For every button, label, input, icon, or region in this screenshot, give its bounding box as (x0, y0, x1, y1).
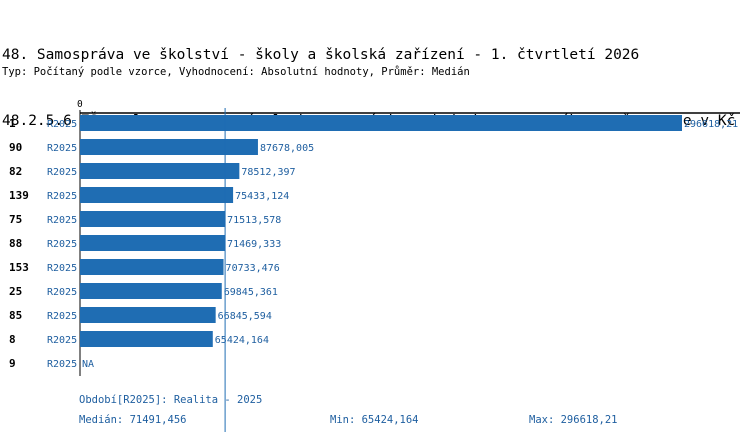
data-label: 71469,333 (227, 239, 281, 250)
series-label: R2025 (47, 335, 77, 346)
bar (80, 187, 234, 203)
category-label: 90 (9, 141, 22, 154)
category-label: 1 (9, 117, 16, 130)
series-label: R2025 (47, 191, 77, 202)
category-label: 139 (9, 189, 29, 202)
category-label: 88 (9, 237, 22, 250)
footer-period: Období[R2025]: Realita - 2025 (79, 394, 263, 406)
series-label: R2025 (47, 167, 77, 178)
category-label: 9 (9, 357, 16, 370)
series-label: R2025 (47, 263, 77, 274)
category-label: 25 (9, 285, 22, 298)
bar (80, 331, 213, 347)
data-label: 70733,476 (226, 263, 280, 274)
data-label: 71513,578 (227, 215, 281, 226)
bar (80, 211, 226, 227)
series-label: R2025 (47, 119, 77, 130)
bar (80, 139, 258, 155)
title-line-1: 48. Samospráva ve školství - školy a ško… (2, 47, 640, 63)
bar (80, 283, 222, 299)
chart-subtitle: Typ: Počítaný podle vzorce, Vyhodnocení:… (2, 66, 470, 78)
category-label: 85 (9, 309, 22, 322)
category-label: 82 (9, 165, 22, 178)
series-label: R2025 (47, 143, 77, 154)
category-label: 8 (9, 333, 16, 346)
footer-median: Medián: 71491,456 (79, 414, 187, 426)
series-label: R2025 (47, 239, 77, 250)
category-label: 153 (9, 261, 29, 274)
data-label: 87678,005 (260, 143, 314, 154)
series-label: R2025 (47, 311, 77, 322)
bar (80, 259, 224, 275)
data-label: 69845,361 (224, 287, 278, 298)
bar (80, 115, 682, 131)
bar (80, 163, 240, 179)
data-label: 78512,397 (241, 167, 295, 178)
series-label: R2025 (47, 287, 77, 298)
series-label: R2025 (47, 215, 77, 226)
data-label: 65424,164 (215, 335, 269, 346)
footer-max: Max: 296618,21 (529, 414, 618, 426)
data-label: 66845,594 (218, 311, 272, 322)
category-label: 75 (9, 213, 22, 226)
footer-min: Min: 65424,164 (330, 414, 419, 426)
series-label: R2025 (47, 359, 77, 370)
data-label: 75433,124 (235, 191, 289, 202)
data-label: NA (82, 359, 94, 370)
bar (80, 307, 216, 323)
data-label: 296618,21 (684, 119, 738, 130)
axis-zero-label: 0 (77, 99, 83, 110)
bar (80, 235, 226, 251)
